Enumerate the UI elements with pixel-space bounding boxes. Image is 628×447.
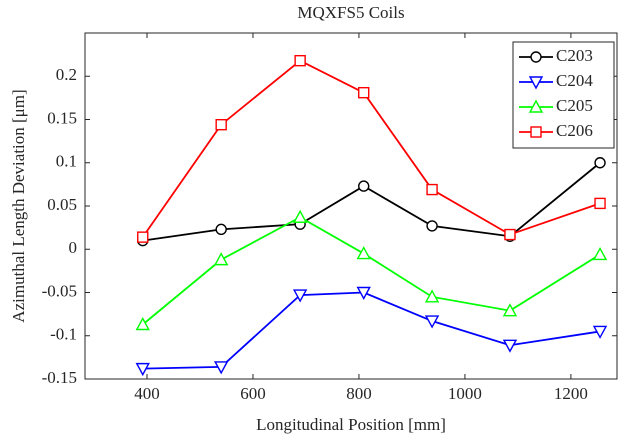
marker (358, 180, 370, 192)
y-tick-label: 0.05 (47, 195, 77, 214)
x-tick-label: 800 (346, 384, 372, 403)
marker (358, 86, 370, 99)
marker (213, 252, 229, 266)
marker (137, 231, 149, 243)
marker (213, 361, 229, 375)
x-tick-label: 600 (240, 384, 266, 403)
marker (356, 246, 371, 260)
y-tick-label: -0.15 (42, 368, 77, 387)
legend-marker (530, 126, 542, 138)
marker (292, 289, 308, 303)
y-axis-label: Azimuthal Length Deviation [μm] (9, 89, 28, 322)
x-axis-label: Longitudinal Position [mm] (256, 415, 446, 434)
legend-label: C206 (556, 121, 593, 140)
marker (592, 325, 608, 339)
legend-marker (530, 51, 542, 63)
marker (592, 246, 608, 261)
legend-label: C203 (556, 46, 593, 65)
series-line (142, 162, 601, 242)
marker (426, 220, 438, 232)
marker (135, 317, 150, 331)
marker (215, 223, 227, 236)
y-tick-label: 0.15 (47, 108, 77, 127)
marker (594, 157, 606, 169)
marker (215, 118, 227, 131)
y-tick-label: 0 (69, 238, 78, 257)
marker (135, 362, 150, 377)
marker (504, 228, 516, 241)
legend-marker (528, 99, 544, 113)
marker (292, 209, 308, 223)
y-tick-label: -0.05 (42, 281, 77, 300)
series-line (142, 291, 601, 370)
legend-marker (528, 76, 544, 90)
legend-label: C204 (556, 71, 593, 90)
series-line (142, 216, 601, 326)
x-tick-label: 400 (134, 384, 160, 403)
x-tick-label: 1000 (448, 384, 482, 403)
marker (356, 286, 371, 300)
marker (502, 339, 518, 353)
marker (502, 303, 518, 317)
marker (424, 315, 440, 329)
y-tick-label: -0.1 (50, 325, 77, 344)
legend-label: C205 (556, 96, 593, 115)
marker (294, 54, 306, 67)
marker (594, 197, 606, 210)
marker (424, 289, 440, 303)
y-tick-label: 0.2 (56, 65, 77, 84)
legend-box (512, 41, 615, 149)
chart-title: MQXFS5 Coils (297, 3, 404, 22)
y-tick-label: 0.1 (56, 152, 77, 171)
marker (426, 183, 438, 196)
x-tick-label: 1200 (554, 384, 588, 403)
